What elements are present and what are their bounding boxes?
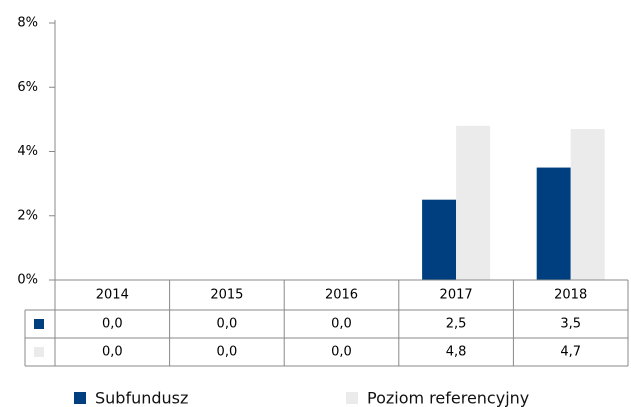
legend-label: Subfundusz [95,389,188,407]
table-value: 3,5 [560,317,581,332]
table-value: 2,5 [446,317,467,332]
y-tick-label: 0% [17,273,38,288]
table-legend-key [34,319,44,329]
table-value: 0,0 [217,345,238,360]
bar [536,167,571,280]
x-tick-label: 2015 [210,288,243,303]
table-value: 0,0 [331,345,352,360]
legend-key [74,392,86,404]
x-tick-label: 2014 [96,288,129,303]
table-value: 4,8 [446,345,467,360]
table-legend-key [34,347,44,357]
y-tick-label: 2% [17,208,38,223]
legend-key [346,392,358,404]
bar [570,129,605,280]
legend-label: Poziom referencyjny [367,389,529,407]
table-value: 4,7 [560,345,581,360]
x-tick-label: 2018 [554,288,587,303]
bar [456,125,491,280]
y-tick-label: 6% [17,80,38,95]
bar [422,199,457,280]
table-value: 0,0 [331,317,352,332]
table-value: 0,0 [217,317,238,332]
y-tick-label: 4% [17,144,38,159]
x-tick-label: 2016 [325,288,358,303]
x-tick-label: 2017 [440,288,473,303]
table-value: 0,0 [102,317,123,332]
y-tick-label: 8% [17,16,38,31]
table-value: 0,0 [102,345,123,360]
